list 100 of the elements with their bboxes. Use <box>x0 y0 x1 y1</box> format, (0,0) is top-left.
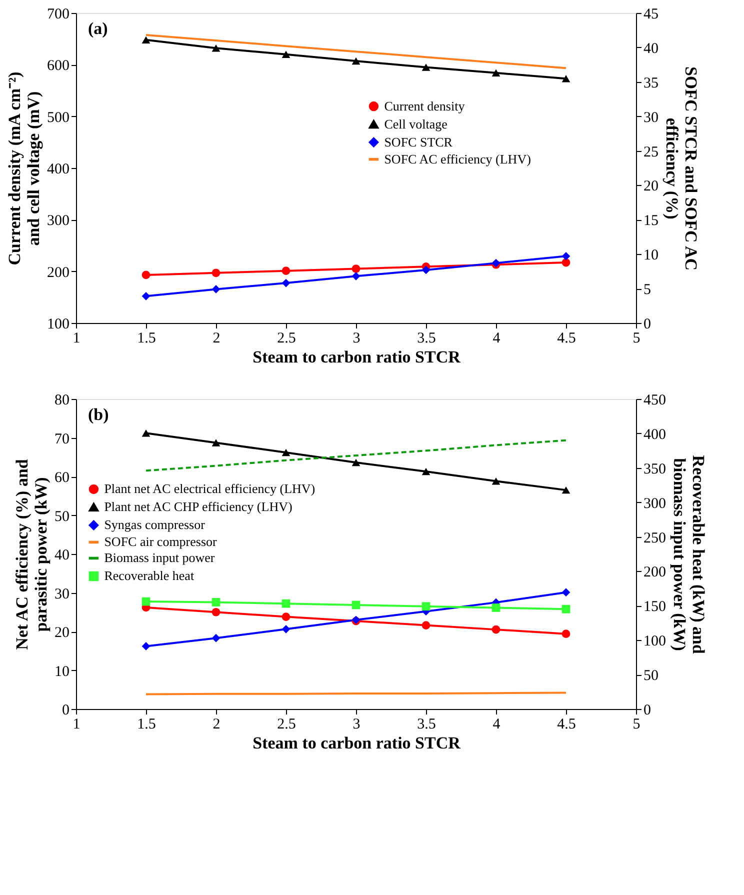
point <box>212 285 220 294</box>
point <box>562 258 570 267</box>
y-tick-label: 70 <box>54 431 70 448</box>
y2-tick-label: 40 <box>644 40 658 57</box>
y-tick-label: 600 <box>47 58 70 74</box>
legend-label: SOFC STCR <box>384 134 453 150</box>
point <box>352 272 360 280</box>
point <box>562 486 570 494</box>
point <box>212 598 220 606</box>
y2-axis-title: Recoverable heat (kW) and biomass input power (kW) <box>670 455 708 654</box>
y2-tick-label: 35 <box>644 75 658 92</box>
point <box>562 604 570 614</box>
x-tick-label: 3.5 <box>417 716 436 732</box>
point <box>282 448 290 456</box>
x-tick-label: 1 <box>72 716 80 732</box>
x-tick-label: 2.5 <box>277 330 296 346</box>
y-axis-title: Current density (mA cm⁻²) and cell voltage (mV) <box>5 72 43 266</box>
x-tick-label: 4.5 <box>557 330 576 346</box>
legend-label: Plant net AC CHP efficiency (LHV) <box>104 499 292 514</box>
point <box>352 264 360 273</box>
y-tick-label: 30 <box>54 586 70 602</box>
legend-label: Syngas compressor <box>104 517 206 532</box>
x-axis-title: Steam to carbon ratio STCR <box>252 348 462 366</box>
x-tick-label: 3.5 <box>417 330 436 346</box>
x-tick-label: 5 <box>632 330 640 346</box>
y2-tick-label: 150 <box>644 599 666 616</box>
point <box>212 268 220 278</box>
y2-tick-label: 250 <box>644 530 666 546</box>
point <box>212 634 220 642</box>
y2-tick-label: 100 <box>644 634 666 650</box>
point <box>352 458 360 466</box>
point <box>562 630 570 638</box>
x-tick-label: 5 <box>632 716 640 732</box>
point <box>492 604 500 612</box>
point <box>142 292 150 300</box>
y2-tick-label: 350 <box>644 461 666 478</box>
point <box>212 608 220 616</box>
y2-tick-label: 10 <box>644 248 658 264</box>
x-tick-label: 2 <box>212 330 220 346</box>
y2-axis-title: SOFC STCR and SOFC AC efficiency (%) <box>662 66 700 271</box>
x-axis-title: Steam to carbon ratio STCR <box>252 734 462 752</box>
line-series <box>145 439 567 472</box>
x-tick-label: 3 <box>352 330 360 346</box>
legend-label: Cell voltage <box>384 116 448 132</box>
y-tick-label: 0 <box>62 702 70 718</box>
point <box>142 429 150 437</box>
point <box>562 74 570 82</box>
point <box>352 600 360 610</box>
point <box>212 439 220 446</box>
point <box>142 597 150 606</box>
x-tick-label: 4 <box>492 716 501 732</box>
x-tick-label: 3 <box>352 716 360 732</box>
point <box>492 625 500 634</box>
y2-tick-label: 450 <box>644 392 666 408</box>
y2-tick-label: 0 <box>644 316 651 332</box>
point <box>212 44 220 52</box>
legend-label: Recoverable heat <box>104 568 194 584</box>
legend-label: SOFC air compressor <box>104 534 218 550</box>
y-tick-label: 50 <box>54 508 70 525</box>
point <box>492 478 500 485</box>
point <box>422 602 430 611</box>
y2-tick-label: 5 <box>644 282 651 298</box>
point <box>562 588 570 597</box>
y-tick-label: 20 <box>54 625 70 641</box>
y-tick-label: 200 <box>47 264 70 281</box>
point <box>422 266 430 274</box>
y-tick-label: 80 <box>54 392 70 408</box>
y2-tick-label: 400 <box>644 426 666 443</box>
y2-tick-label: 15 <box>644 213 658 230</box>
y-tick-label: 500 <box>47 110 70 126</box>
y2-tick-label: 45 <box>644 6 658 22</box>
point <box>142 36 150 44</box>
x-tick-label: 1 <box>72 330 80 346</box>
y2-tick-label: 200 <box>644 564 666 581</box>
point <box>282 624 290 634</box>
y-tick-label: 60 <box>54 470 70 486</box>
point <box>282 50 290 58</box>
x-tick-label: 1.5 <box>137 330 156 346</box>
point <box>492 69 500 77</box>
point <box>282 599 290 608</box>
point <box>142 270 150 280</box>
point <box>142 642 150 650</box>
y-tick-label: 700 <box>47 6 70 22</box>
legend-label: SOFC AC efficiency (LHV) <box>384 151 531 166</box>
legend-label: Biomass input power <box>104 550 216 566</box>
point <box>282 612 290 621</box>
annotation: (b) <box>88 405 109 424</box>
legend-label: Current density <box>384 98 466 114</box>
point <box>352 57 360 65</box>
legend-label: Plant net AC electrical efficiency (LHV) <box>104 481 316 496</box>
x-tick-label: 4.5 <box>557 716 576 732</box>
annotation: (a) <box>88 19 108 38</box>
y-tick-label: 100 <box>47 316 70 332</box>
point <box>282 266 290 275</box>
x-tick-label: 2 <box>212 716 220 732</box>
y-tick-label: 400 <box>47 162 70 178</box>
x-tick-label: 2.5 <box>277 716 296 732</box>
x-tick-label: 4 <box>492 330 501 346</box>
point <box>422 621 430 630</box>
y-tick-label: 40 <box>54 548 70 564</box>
